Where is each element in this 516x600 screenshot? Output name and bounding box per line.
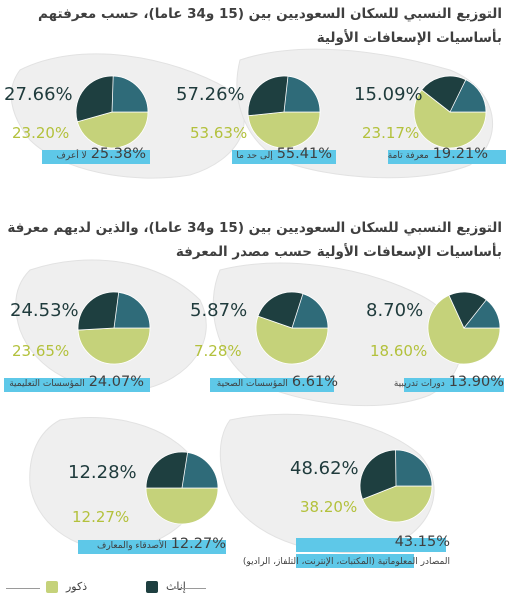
pie-chart xyxy=(77,291,151,365)
category-row: 43.15% المصادر المعلوماتية (المكتبات، ال… xyxy=(243,534,450,570)
female-slice-accent xyxy=(449,79,487,113)
category-highlight xyxy=(78,540,226,554)
category-highlight xyxy=(232,150,336,164)
male-value-label: 53.63% xyxy=(190,124,248,142)
category-total: 12.27% xyxy=(170,536,226,552)
female-slice-accent xyxy=(395,449,433,487)
section2-title: التوزيع النسبي للسكان السعوديين بين (15 … xyxy=(7,220,502,260)
female-value-label: 5.87% xyxy=(190,300,248,321)
category-highlight xyxy=(404,378,504,392)
category-label: إلى حد ما xyxy=(236,151,273,161)
category-total: 25.38% xyxy=(90,146,146,162)
male-slice xyxy=(247,111,321,149)
female-value-label: 8.70% xyxy=(366,300,424,321)
legend-female-label: إناث xyxy=(166,580,186,593)
pie-chart xyxy=(359,449,433,523)
female-slice-accent xyxy=(463,299,501,329)
male-value-label: 23.20% xyxy=(12,124,70,142)
male-value-label: 23.65% xyxy=(12,342,70,360)
pie-block-educational-institutions: 24.53% 23.65% 24.07% المؤسسات التعليمية xyxy=(2,284,162,399)
female-swatch xyxy=(146,580,158,593)
category-total: 55.41% xyxy=(276,146,332,162)
male-slice xyxy=(77,327,151,365)
male-slice xyxy=(427,294,501,365)
pie-block-friends: 12.28% 12.27% 12.27% الأصدقاء والمعارف xyxy=(62,446,232,556)
legend-divider xyxy=(6,588,40,589)
category-highlight xyxy=(388,150,506,164)
male-value-label: 7.28% xyxy=(194,342,242,360)
female-value-label: 57.26% xyxy=(176,84,245,105)
category-highlight xyxy=(296,554,414,568)
pie-chart xyxy=(255,291,329,365)
category-label: المؤسسات الصحية xyxy=(216,379,288,389)
pie-block-dont-know: 27.66% 23.20% 25.38% لا أعرف xyxy=(4,70,164,180)
category-label: المصادر المعلوماتية (المكتبات، الإنترنت،… xyxy=(242,557,450,567)
pie-chart xyxy=(427,291,501,365)
category-total: 43.15% xyxy=(394,534,450,550)
category-label: معرفة تامة xyxy=(387,151,429,161)
category-row: 6.61% المؤسسات الصحية xyxy=(217,374,338,390)
legend: إناث ذكور xyxy=(0,576,516,596)
male-value-label: 23.17% xyxy=(362,124,420,142)
category-row: 19.21% معرفة تامة xyxy=(388,146,488,162)
category-row: 13.90% دورات تدريبية xyxy=(394,374,504,390)
category-highlight xyxy=(42,150,150,164)
category-total: 13.90% xyxy=(448,374,504,390)
male-value-label: 18.60% xyxy=(370,342,428,360)
female-slice-accent xyxy=(291,293,329,329)
female-slice-accent xyxy=(181,451,219,489)
male-value-label: 12.27% xyxy=(72,508,130,526)
category-highlight xyxy=(4,378,150,392)
legend-male: ذكور xyxy=(46,580,87,593)
male-slice xyxy=(413,89,487,149)
pie-block-full-knowledge: 15.09% 23.17% 19.21% معرفة تامة xyxy=(346,70,506,180)
female-value-label: 24.53% xyxy=(10,300,79,321)
pie-chart xyxy=(413,75,487,149)
category-row: 12.27% الأصدقاء والمعارف xyxy=(97,536,226,552)
category-total: 24.07% xyxy=(88,374,144,390)
category-highlight xyxy=(210,378,334,392)
female-value-label: 27.66% xyxy=(4,84,73,105)
category-total: 19.21% xyxy=(432,146,488,162)
pie-block-information-sources: 48.62% 38.20% 43.15% المصادر المعلوماتية… xyxy=(243,446,450,568)
pie-chart xyxy=(145,451,219,525)
legend-female: إناث xyxy=(146,580,186,593)
female-value-label: 15.09% xyxy=(354,84,423,105)
pie-block-training-courses: 8.70% 18.60% 13.90% دورات تدريبية xyxy=(356,284,512,399)
category-total: 6.61% xyxy=(291,374,338,390)
category-row: 24.07% المؤسسات التعليمية xyxy=(9,374,144,390)
male-slice xyxy=(362,485,433,523)
female-slice-accent xyxy=(283,75,321,113)
pie-block-health-institutions: 5.87% 7.28% 6.61% المؤسسات الصحية xyxy=(190,284,350,399)
category-row: 25.38% لا أعرف xyxy=(57,146,146,162)
category-label: لا أعرف xyxy=(56,151,87,161)
category-highlight xyxy=(296,538,446,552)
category-label: المؤسسات التعليمية xyxy=(9,379,85,389)
female-value-label: 48.62% xyxy=(290,458,359,479)
female-value-label: 12.28% xyxy=(68,462,137,483)
category-row: 55.41% إلى حد ما xyxy=(236,146,332,162)
male-swatch xyxy=(46,580,58,593)
legend-male-label: ذكور xyxy=(66,580,88,593)
category-label: الأصدقاء والمعارف xyxy=(97,541,167,551)
male-slice xyxy=(145,487,219,525)
category-label: دورات تدريبية xyxy=(393,379,445,389)
legend-divider xyxy=(172,588,206,589)
male-value-label: 38.20% xyxy=(300,498,358,516)
female-slice-accent xyxy=(111,75,149,113)
pie-chart xyxy=(247,75,321,149)
pie-chart xyxy=(75,75,149,149)
male-slice xyxy=(76,111,149,149)
section1-title: التوزيع النسبي للسكان السعوديين بين (15 … xyxy=(38,6,502,46)
pie-block-somewhat: 57.26% 53.63% 55.41% إلى حد ما xyxy=(176,70,336,180)
female-slice-accent xyxy=(113,291,151,329)
